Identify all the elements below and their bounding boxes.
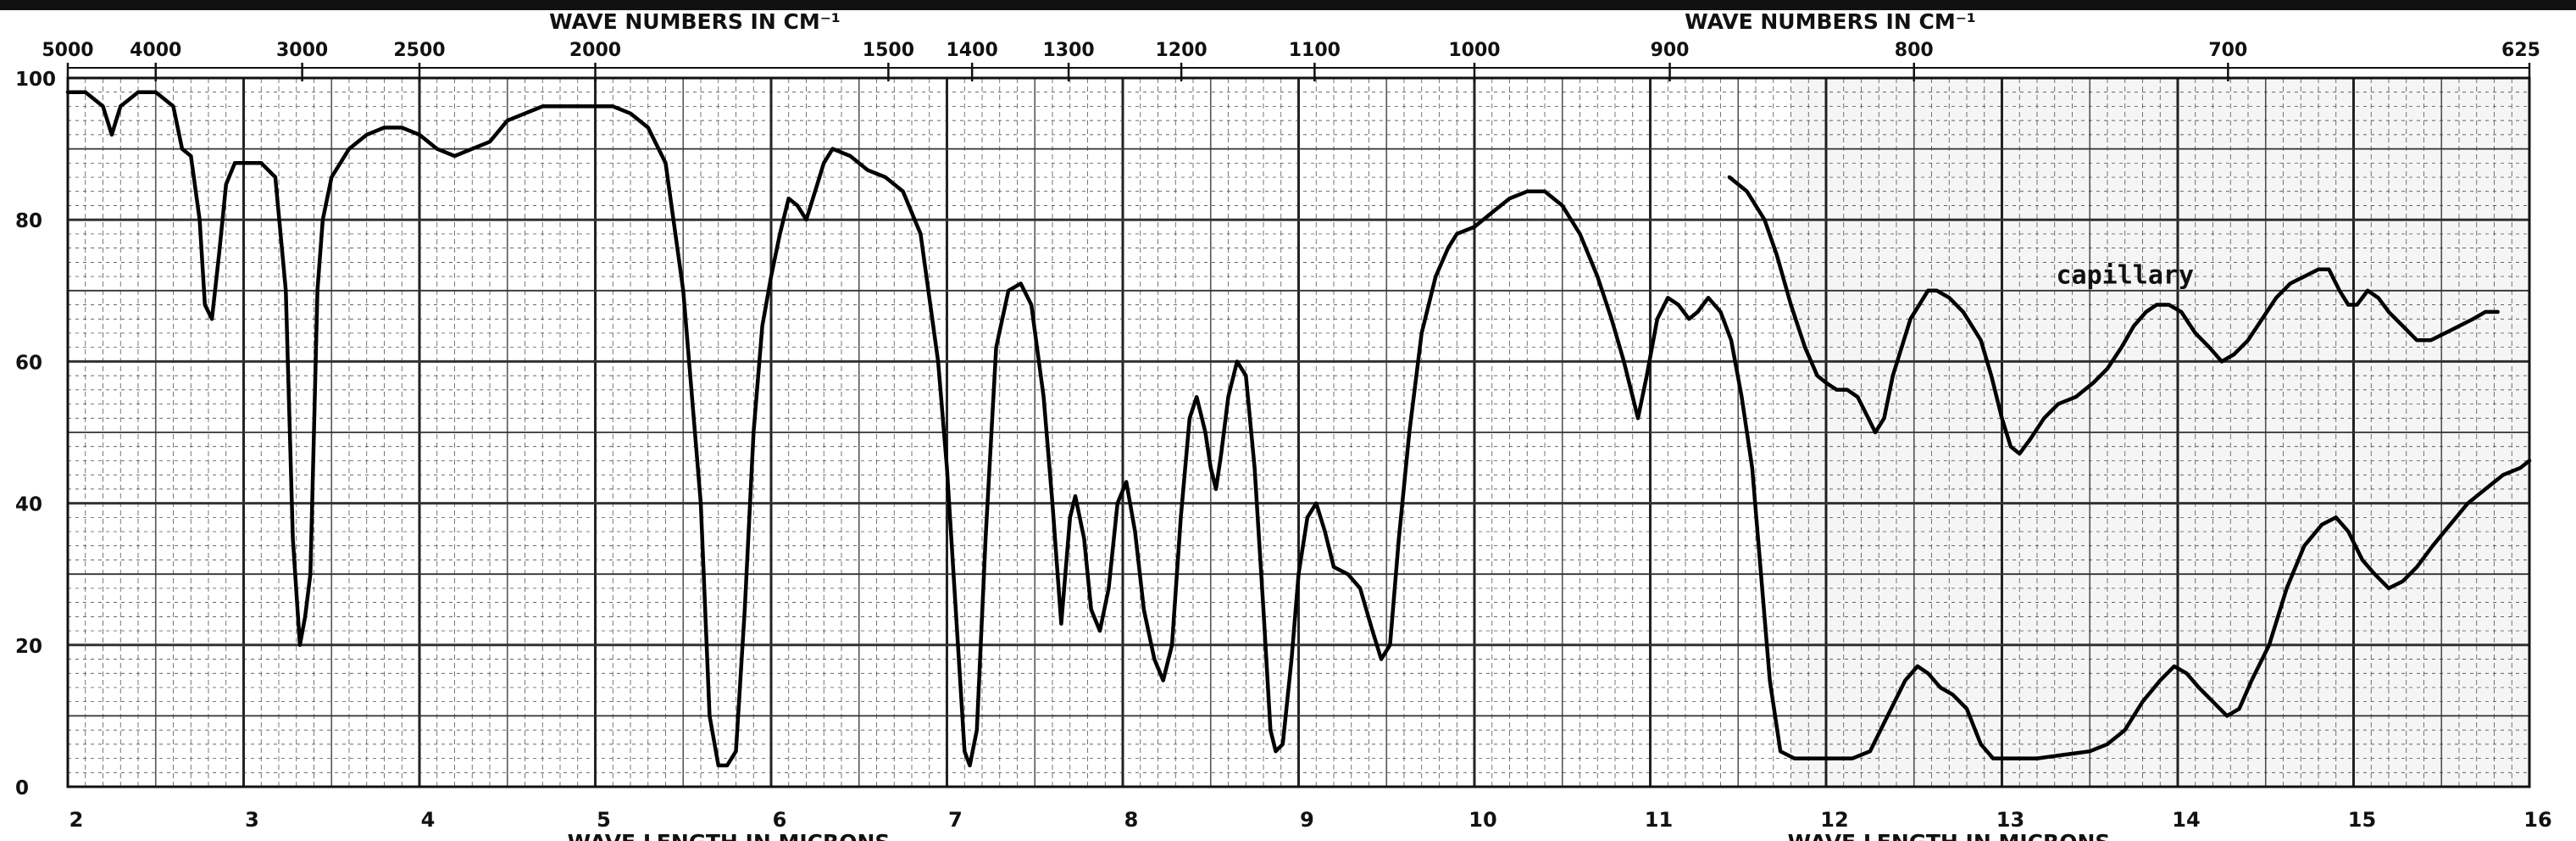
- top-tick-label: 1100: [1289, 40, 1341, 61]
- y-tick-label: 40: [15, 494, 42, 516]
- top-tick-label: 2000: [569, 40, 621, 61]
- x-tick-label: 15: [2348, 808, 2376, 832]
- spectrum-series-line-2: [1727, 175, 2500, 456]
- x-tick-label: 6: [773, 808, 787, 832]
- top-tick-label: 3000: [276, 40, 328, 61]
- series-layer: [65, 90, 2532, 768]
- x-tick-label: 13: [1996, 808, 2024, 832]
- x-tick-label: 2: [69, 808, 84, 832]
- y-tick-label: 100: [15, 69, 56, 91]
- top-axis-title-right: WAVE NUMBERS IN CM⁻¹: [1685, 9, 1976, 34]
- top-tick-label: 625: [2501, 40, 2540, 61]
- bottom-axis-title-left: WAVE LENGTH IN MICRONS: [568, 830, 891, 841]
- x-tick-label: 7: [948, 808, 963, 832]
- x-tick-label: 3: [245, 808, 259, 832]
- x-tick-label: 14: [2172, 808, 2200, 832]
- top-tick-label: 1000: [1448, 40, 1500, 61]
- x-tick-label: 10: [1468, 808, 1496, 832]
- grid-layer: [0, 0, 2576, 788]
- top-axis-title-left: WAVE NUMBERS IN CM⁻¹: [549, 9, 841, 34]
- top-tick-label: 1300: [1042, 40, 1094, 61]
- x-tick-label: 9: [1300, 808, 1314, 832]
- top-tick-label: 700: [2208, 40, 2247, 61]
- top-tick-label: 4000: [130, 40, 181, 61]
- text-layer: 2 3 4 5 6 7 8 9 10 11 12 13 14 15 16 0 20 40 60 80 100 5000 40…: [15, 9, 2552, 841]
- top-tick-label: 5000: [42, 40, 93, 61]
- y-tick-label: 20: [15, 636, 42, 658]
- x-tick-label: 16: [2523, 808, 2551, 832]
- x-tick-label: 5: [597, 808, 611, 832]
- top-tick-label: 1400: [947, 40, 998, 61]
- x-tick-label: 8: [1124, 808, 1139, 832]
- top-tick-label: 800: [1895, 40, 1934, 61]
- y-tick-label: 80: [15, 210, 42, 232]
- top-tick-label: 1200: [1155, 40, 1207, 61]
- plot-frame: [66, 76, 2531, 788]
- axis-layer: [66, 63, 2531, 788]
- x-tick-label: 12: [1820, 808, 1848, 832]
- x-tick-label: 11: [1645, 808, 1673, 832]
- top-tick-label: 900: [1651, 40, 1690, 61]
- bottom-axis-title-right: WAVE LENGTH IN MICRONS: [1788, 830, 2111, 841]
- top-edge-band: [0, 0, 2576, 10]
- annotation-label: capillary: [2056, 260, 2194, 290]
- top-tick-label: 1500: [863, 40, 914, 61]
- top-tick-label: 2500: [393, 40, 445, 61]
- y-tick-label: 60: [15, 352, 42, 374]
- y-tick-label: 0: [15, 777, 29, 799]
- spectrum-series-line-1: [65, 90, 2532, 768]
- x-tick-label: 4: [421, 808, 436, 832]
